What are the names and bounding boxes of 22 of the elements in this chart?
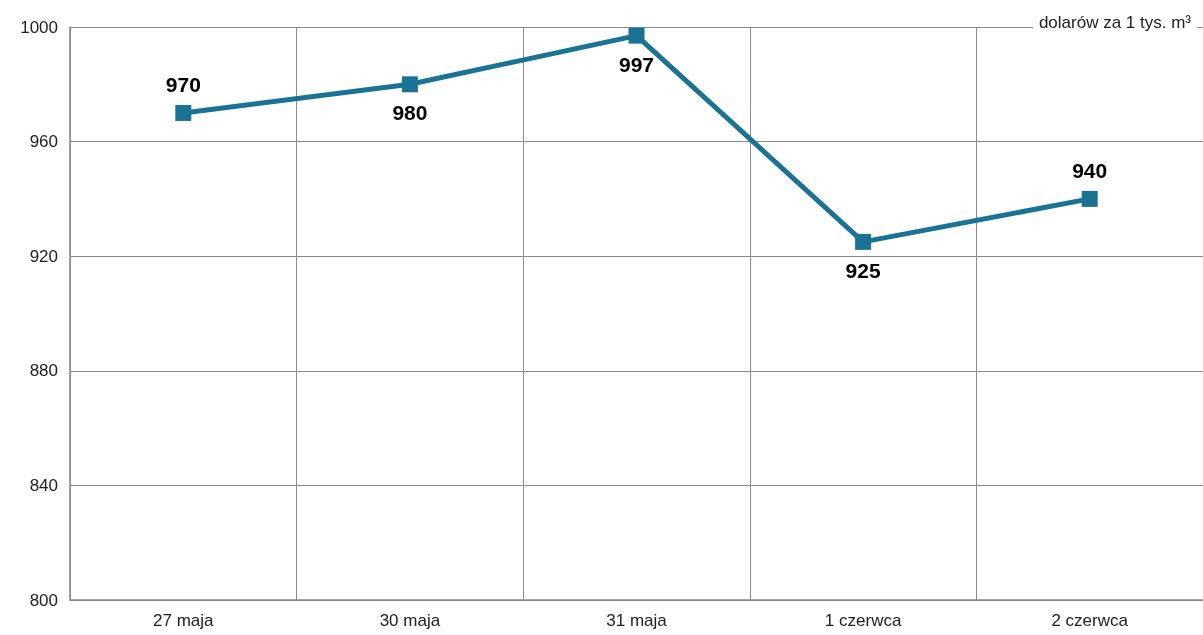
point: [175, 104, 192, 121]
x-tick-label: 30 maja: [379, 611, 441, 630]
x-tick-label: 31 maja: [606, 611, 668, 630]
point: [1081, 190, 1098, 207]
y-axis-title: dolarów za 1 tys. m³: [1038, 13, 1192, 32]
data-label: 970: [165, 72, 201, 96]
data-label: 980: [392, 101, 428, 125]
y-tick-label: 1000: [20, 17, 58, 37]
data-label: 925: [845, 258, 881, 282]
x-tick-label: 27 maja: [153, 611, 215, 630]
point: [855, 233, 872, 250]
y-tick-label: 880: [29, 361, 58, 381]
x-tick-label: 1 czerwca: [824, 611, 902, 630]
y-tick-label: 800: [29, 590, 58, 610]
data-label: 997: [618, 52, 655, 76]
data-label: 940: [1072, 158, 1108, 182]
point: [401, 76, 418, 93]
x-tick-label: 2 czerwca: [1051, 611, 1129, 630]
point: [628, 27, 645, 44]
y-tick-label: 840: [29, 475, 58, 495]
y-tick-label: 920: [29, 246, 58, 266]
y-tick-label: 960: [29, 132, 58, 152]
